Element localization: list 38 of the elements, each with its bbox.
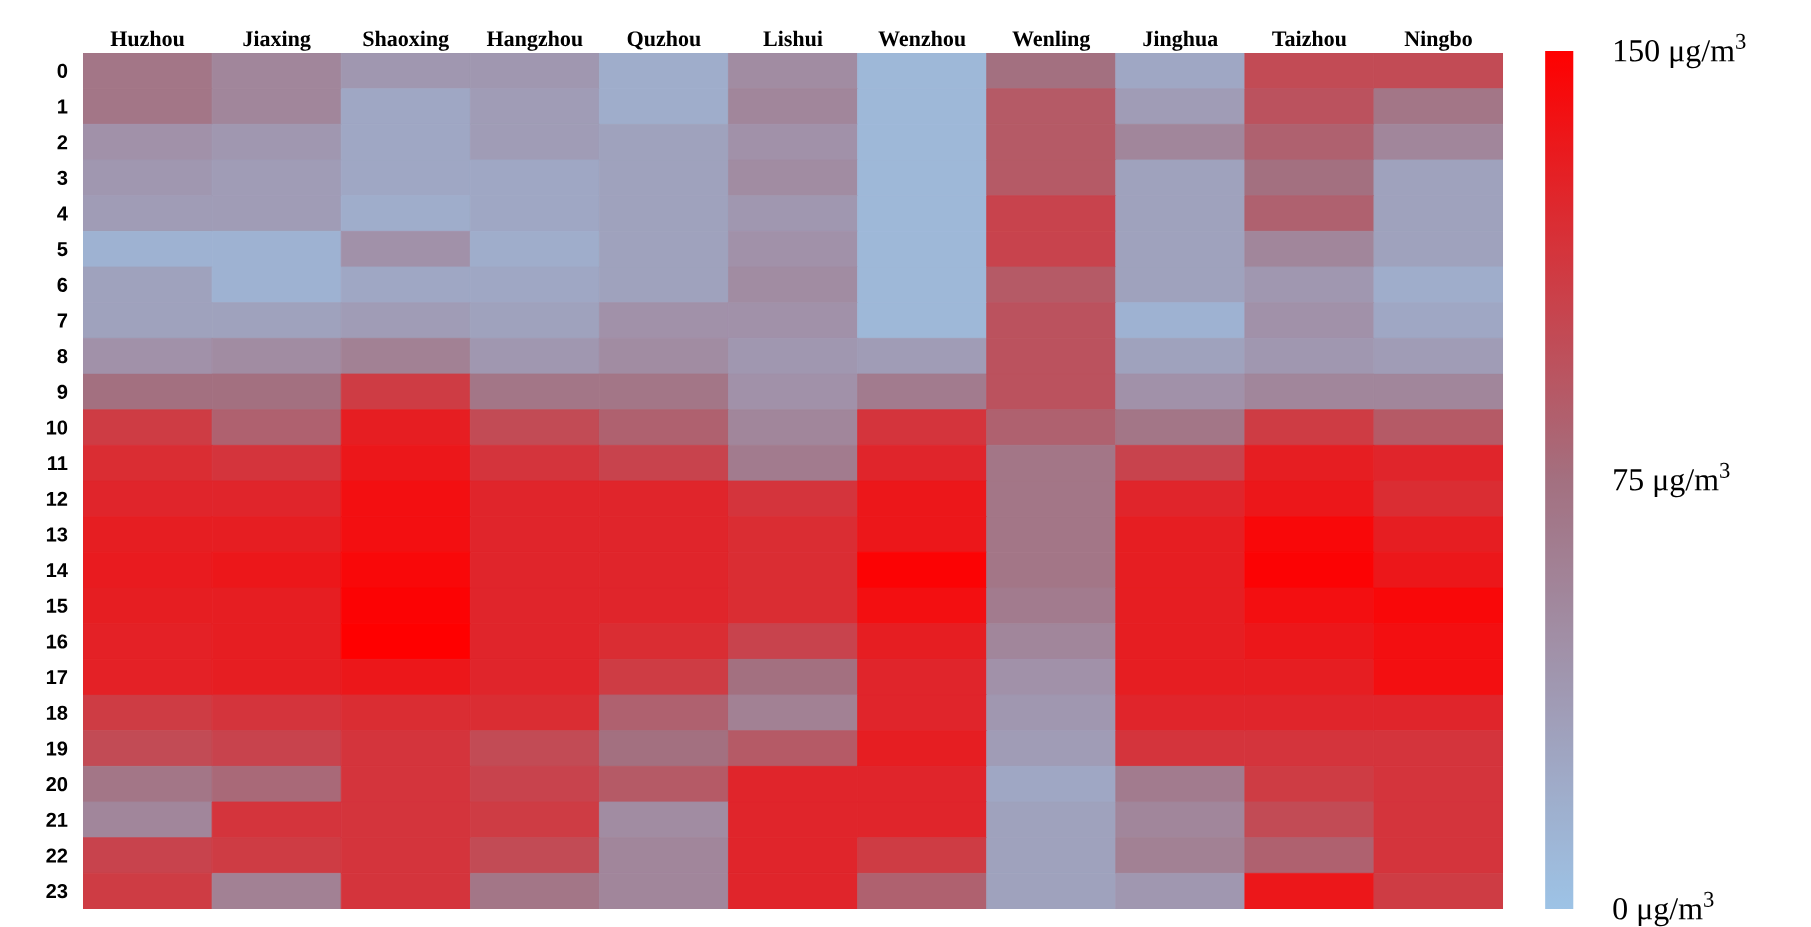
- x-tick-label: Wenzhou: [878, 30, 966, 47]
- x-tick-label: Hangzhou: [486, 30, 583, 51]
- y-tick-label: 23: [46, 884, 68, 899]
- y-tick-label: 16: [46, 634, 68, 649]
- x-tick-label: Quzhou: [627, 30, 701, 50]
- y-tick-label: 18: [46, 705, 68, 720]
- color-bar-label: 0 μg/m$^{3}$: [1613, 891, 1714, 927]
- y-tick-label: 0: [57, 63, 68, 78]
- y-tick-label: 19: [46, 741, 68, 756]
- y-tick-label: 8: [57, 349, 68, 364]
- y-tick-label: 1: [58, 99, 68, 114]
- x-tick-label: Shaoxing: [363, 30, 449, 51]
- y-tick-label: 5: [57, 242, 68, 257]
- color-bar-label: 75 μg/m$^{3}$: [1614, 462, 1730, 498]
- x-tick-label: Lishui: [763, 30, 823, 47]
- y-tick-label: 21: [46, 812, 68, 827]
- y-tick-label: 20: [46, 777, 68, 792]
- x-tick-label: Jinghua: [1143, 30, 1218, 51]
- y-tick-label: 2: [57, 135, 68, 150]
- y-tick-label: 10: [46, 420, 68, 435]
- y-tick-label: 6: [57, 277, 68, 292]
- y-tick-label: 15: [46, 598, 68, 613]
- x-tick-label: Wenling: [1012, 30, 1091, 51]
- y-tick-label: 9: [57, 384, 68, 399]
- y-tick-label: 14: [46, 563, 68, 578]
- x-tick-label: Taizhou: [1272, 30, 1347, 47]
- y-tick-label: 4: [57, 206, 68, 221]
- y-tick-label: 13: [46, 527, 68, 542]
- x-tick-label: Ningbo: [1404, 30, 1472, 51]
- y-tick-label: 3: [57, 170, 68, 185]
- y-tick-label: 17: [46, 670, 68, 685]
- y-tick-label: 7: [57, 313, 68, 328]
- x-tick-label: Huzhou: [110, 30, 185, 47]
- y-tick-label: 22: [46, 848, 68, 863]
- y-tick-label: 11: [48, 456, 68, 471]
- y-tick-label: 12: [46, 491, 68, 506]
- x-tick-label: Jiaxing: [243, 30, 311, 51]
- color-bar-label: 150 μg/m$^{3}$: [1614, 33, 1746, 69]
